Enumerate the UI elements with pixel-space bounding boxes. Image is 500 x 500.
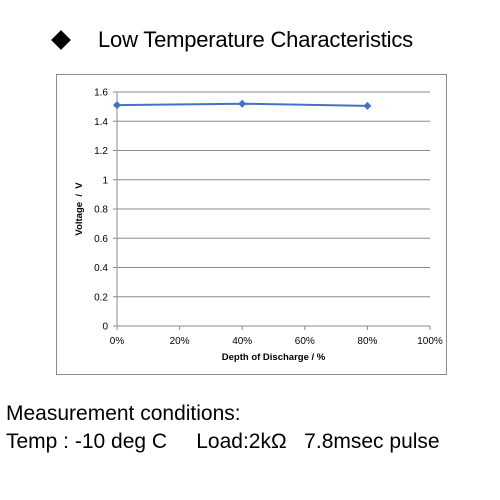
x-axis-title: Depth of Discharge / % — [222, 352, 326, 363]
x-tick-label: 0% — [110, 336, 125, 347]
y-tick-label: 0.2 — [94, 292, 108, 303]
y-tick-label: 1.4 — [94, 117, 108, 128]
y-axis-title: Voltage / V — [74, 182, 85, 236]
y-tick-label: 0.4 — [94, 263, 108, 274]
y-tick-label: 0.8 — [94, 205, 108, 216]
heading-text: Low Temperature Characteristics — [98, 27, 413, 52]
x-tick-label: 100% — [417, 336, 443, 347]
x-tick-label: 60% — [295, 336, 315, 347]
data-point-marker — [238, 99, 247, 108]
x-tick-label: 40% — [232, 336, 252, 347]
y-tick-label: 0.6 — [94, 234, 108, 245]
measurement-conditions-values: Temp : -10 deg C Load:2kΩ 7.8msec pulse — [6, 430, 440, 453]
y-tick-label: 0 — [102, 322, 108, 333]
y-tick-label: 1.2 — [94, 146, 108, 157]
x-tick-label: 80% — [357, 336, 377, 347]
measurement-conditions-title: Measurement conditions: — [6, 402, 241, 425]
x-tick-label: 20% — [170, 336, 190, 347]
chart-frame — [56, 74, 447, 375]
y-tick-label: 1.6 — [94, 88, 108, 99]
data-point-marker — [113, 101, 121, 110]
chart-heading: Low Temperature Characteristics — [51, 24, 413, 56]
y-tick-label: 1 — [102, 175, 108, 186]
data-point-marker — [363, 101, 372, 110]
